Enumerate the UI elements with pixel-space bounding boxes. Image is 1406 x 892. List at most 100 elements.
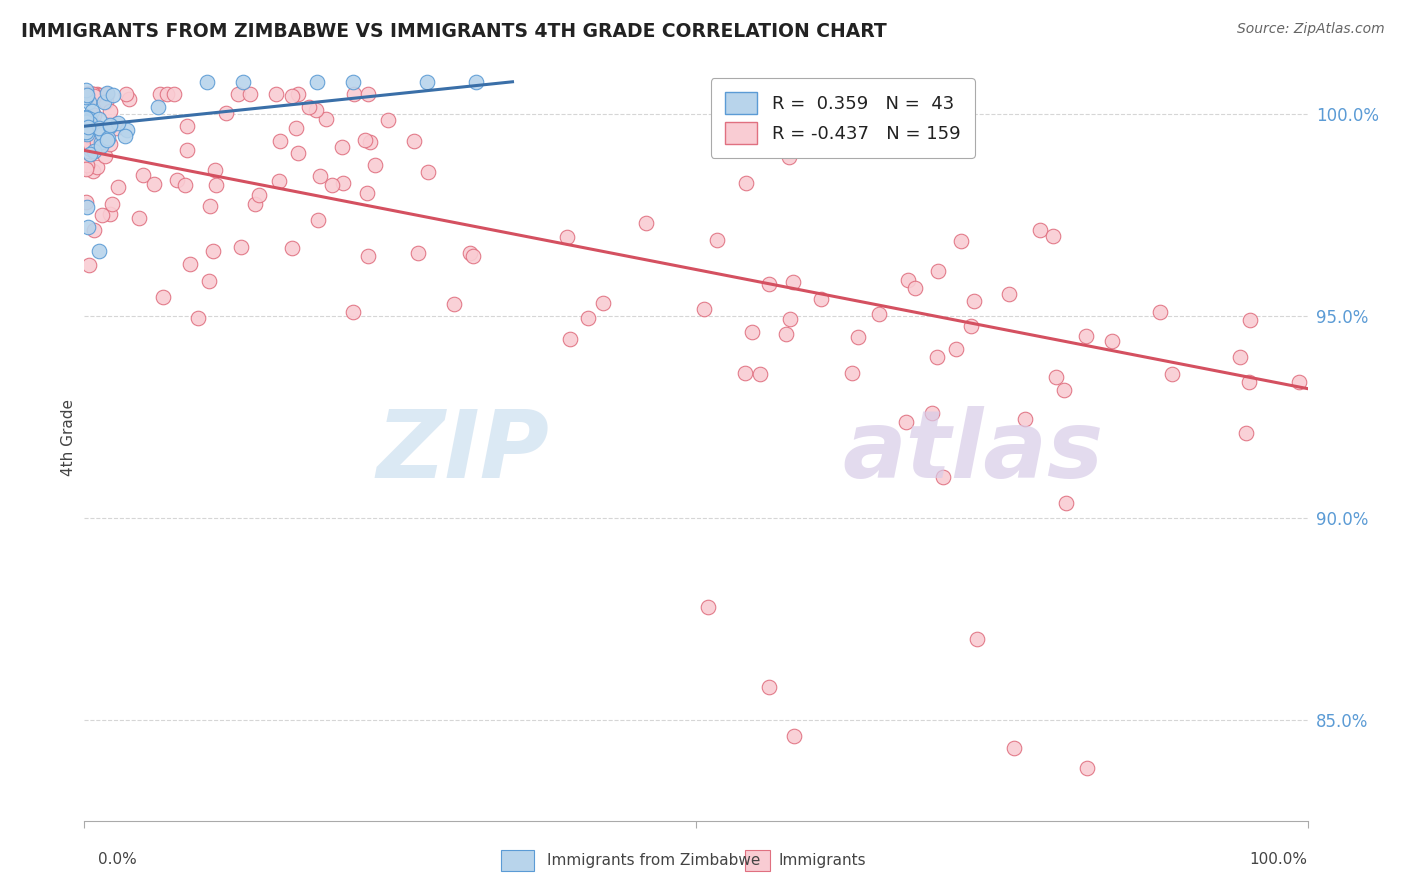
Point bbox=[749, 367, 772, 381]
Point bbox=[287, 87, 309, 101]
Point bbox=[86, 160, 108, 174]
Point bbox=[104, 121, 127, 136]
Point bbox=[77, 95, 100, 109]
Point bbox=[315, 112, 337, 126]
Point bbox=[75, 110, 97, 124]
Point bbox=[332, 176, 354, 190]
Point bbox=[132, 169, 155, 183]
Point bbox=[86, 126, 108, 140]
Point bbox=[89, 120, 111, 135]
Point bbox=[416, 75, 439, 89]
Point bbox=[91, 208, 114, 222]
Point bbox=[200, 199, 222, 213]
Point bbox=[734, 366, 756, 380]
Point bbox=[98, 103, 121, 118]
Point bbox=[406, 246, 429, 260]
Point bbox=[98, 136, 121, 151]
Point bbox=[83, 89, 105, 103]
Point bbox=[75, 115, 97, 129]
Point bbox=[80, 87, 103, 101]
Point bbox=[76, 200, 98, 214]
Point bbox=[321, 178, 343, 192]
Text: Immigrants from Zimbabwe: Immigrants from Zimbabwe bbox=[547, 854, 761, 868]
Point bbox=[443, 296, 465, 310]
Point bbox=[87, 87, 110, 102]
Text: ZIP: ZIP bbox=[377, 407, 550, 499]
Text: IMMIGRANTS FROM ZIMBABWE VS IMMIGRANTS 4TH GRADE CORRELATION CHART: IMMIGRANTS FROM ZIMBABWE VS IMMIGRANTS 4… bbox=[21, 22, 887, 41]
Point bbox=[77, 117, 100, 131]
Point bbox=[152, 290, 174, 304]
Point bbox=[79, 128, 101, 143]
Point bbox=[927, 264, 949, 278]
Point bbox=[79, 113, 101, 128]
Point bbox=[904, 280, 927, 294]
Point bbox=[80, 130, 103, 145]
Point bbox=[118, 92, 141, 106]
Point bbox=[156, 87, 179, 101]
Point bbox=[83, 145, 105, 159]
Point bbox=[305, 75, 328, 89]
Point bbox=[239, 87, 262, 101]
Point bbox=[342, 305, 364, 319]
Point bbox=[1239, 375, 1261, 389]
Point bbox=[89, 121, 111, 136]
Point bbox=[1239, 313, 1261, 327]
Text: 100.0%: 100.0% bbox=[1250, 852, 1308, 867]
Point bbox=[96, 87, 118, 101]
Point bbox=[114, 128, 136, 143]
Point bbox=[232, 75, 254, 89]
Point bbox=[83, 223, 105, 237]
Point bbox=[354, 133, 377, 147]
Point bbox=[364, 158, 387, 172]
Point bbox=[103, 88, 125, 103]
Point bbox=[146, 100, 169, 114]
Point bbox=[1161, 368, 1184, 382]
Point bbox=[226, 87, 249, 101]
Point bbox=[309, 169, 332, 184]
Point bbox=[927, 111, 949, 125]
Text: Immigrants: Immigrants bbox=[779, 854, 866, 868]
Point bbox=[89, 138, 111, 153]
Point bbox=[101, 197, 124, 211]
Point bbox=[950, 234, 973, 248]
Point bbox=[76, 87, 98, 102]
Point bbox=[285, 121, 308, 136]
Point bbox=[75, 82, 97, 96]
Point bbox=[174, 178, 197, 193]
Point bbox=[215, 105, 238, 120]
Point bbox=[195, 75, 218, 89]
Point bbox=[1054, 496, 1077, 510]
Point bbox=[693, 301, 716, 316]
Point bbox=[897, 273, 920, 287]
Point bbox=[461, 249, 484, 263]
FancyBboxPatch shape bbox=[501, 850, 534, 871]
Point bbox=[79, 147, 101, 161]
Point bbox=[342, 75, 364, 89]
Point bbox=[176, 144, 198, 158]
Point bbox=[357, 249, 380, 263]
Point bbox=[107, 116, 129, 130]
Point bbox=[267, 173, 290, 187]
Point bbox=[86, 87, 108, 101]
Point bbox=[1014, 411, 1036, 425]
Point bbox=[868, 307, 890, 321]
Point bbox=[83, 145, 105, 159]
Point bbox=[79, 137, 101, 152]
Point bbox=[75, 87, 97, 101]
Point bbox=[82, 87, 104, 101]
Point bbox=[592, 296, 614, 310]
Point bbox=[100, 207, 122, 221]
Point bbox=[75, 90, 97, 104]
Point bbox=[77, 123, 100, 137]
Point bbox=[343, 87, 366, 101]
Point bbox=[93, 95, 115, 110]
Point bbox=[377, 113, 399, 128]
Point bbox=[93, 137, 115, 152]
Point bbox=[77, 220, 100, 235]
Point bbox=[706, 233, 728, 247]
Point bbox=[83, 137, 105, 152]
Point bbox=[894, 415, 917, 429]
Point bbox=[305, 103, 328, 118]
Point bbox=[356, 186, 378, 201]
Point bbox=[359, 135, 381, 149]
